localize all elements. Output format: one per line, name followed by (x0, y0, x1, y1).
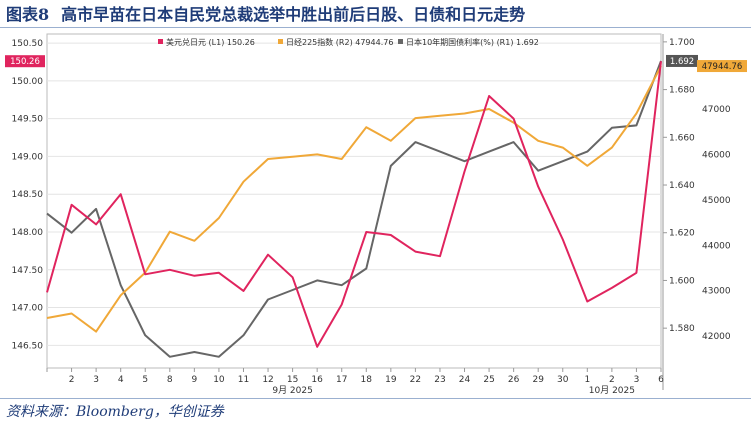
x-tick-label: 6 (658, 375, 664, 385)
right-axis: 1.580 1.600 1.620 1.640 1.660 1.680 1.700 42000… (662, 34, 731, 390)
left-tick-label: 146.50 (12, 341, 44, 351)
left-tick-label: 149.50 (12, 115, 44, 125)
legend: 美元兑日元 (L1) 150.26 日经225指数 (R2) 47944.76 日本… (158, 37, 539, 47)
x-tick-label: 22 (410, 375, 421, 385)
x-tick-label: 30 (557, 375, 569, 385)
plot-area (46, 33, 662, 369)
left-tick-label: 150.50 (12, 39, 44, 49)
r2-tick-label: 47000 (702, 105, 731, 115)
r2-tick-label: 42000 (702, 332, 731, 342)
x-tick-label: 19 (385, 375, 397, 385)
x-tick-label: 23 (434, 375, 445, 385)
title-text: 高市早苗在日本自民党总裁选举中胜出前后日股、日债和日元走势 (61, 5, 526, 24)
left-tick-label: 148.50 (12, 190, 44, 200)
x-month-label: 10月 2025 (589, 385, 635, 396)
x-tick-label: 2 (609, 375, 615, 385)
x-tick-label: 11 (238, 375, 249, 385)
source-divider (0, 398, 751, 399)
legend-label: 日本10年期国债利率(%) (R1) 1.692 (406, 37, 539, 47)
chart-plot: 146.50 147.00 147.50 148.00 148.50 149.00 149.… (5, 33, 747, 396)
x-tick-label: 12 (262, 375, 273, 385)
last-value-tag (697, 60, 747, 73)
r2-tick-label: 45000 (702, 196, 731, 206)
x-tick-label: 15 (287, 375, 298, 385)
left-tick-label: 148.00 (12, 228, 44, 238)
legend-swatch (398, 39, 403, 44)
series-line-0 (46, 61, 662, 348)
last-value-tag (5, 55, 45, 68)
x-tick-label: 2 (69, 375, 75, 385)
r2-tick-label: 44000 (702, 241, 731, 251)
x-tick-label: 16 (311, 375, 323, 385)
x-tick-label: 3 (634, 375, 640, 385)
x-tick-label: 8 (167, 375, 173, 385)
series-line-1 (46, 65, 662, 333)
last-value-text: 1.692 (670, 57, 694, 67)
x-month-label: 9月 2025 (272, 385, 313, 396)
r1-tick-label: 1.680 (669, 86, 695, 96)
left-tick-label: 150.00 (12, 77, 44, 87)
left-tick-label: 147.00 (12, 304, 44, 314)
x-axis: 2 3 4 5 8 9 10 11 12 15 16 17 18 19 22 23 24 25 26 29 30 1 2 3 6… (46, 368, 664, 396)
series-lines (46, 60, 662, 358)
x-tick-label: 3 (93, 375, 99, 385)
x-tick-label: 18 (361, 375, 373, 385)
r1-tick-label: 1.640 (669, 181, 695, 191)
x-tick-label: 26 (508, 375, 520, 385)
chart-title: 图表8 高市早苗在日本自民党总裁选举中胜出前后日股、日债和日元走势 (6, 2, 745, 27)
x-tick-label: 10 (213, 375, 225, 385)
legend-swatch (278, 39, 283, 44)
left-tick-label: 149.00 (12, 152, 44, 162)
left-axis: 146.50 147.00 147.50 148.00 148.50 149.00 149.… (12, 39, 44, 351)
legend-label: 美元兑日元 (L1) 150.26 (166, 37, 255, 47)
r2-tick-label: 43000 (702, 287, 731, 297)
x-tick-label: 17 (336, 375, 347, 385)
last-value-tag (666, 54, 698, 67)
x-tick-label: 4 (118, 375, 124, 385)
legend-label: 日经225指数 (R2) 47944.76 (286, 37, 393, 47)
last-value-tags: 150.26 1.692 47944.76 (5, 54, 747, 73)
x-tick-label: 24 (459, 375, 471, 385)
figure-number: 图表8 (6, 5, 50, 24)
r1-tick-label: 1.580 (669, 324, 695, 334)
r1-tick-label: 1.700 (669, 38, 695, 48)
x-tick-label: 1 (584, 375, 590, 385)
r1-tick-label: 1.620 (669, 229, 695, 239)
last-value-text: 150.26 (10, 57, 40, 67)
x-tick-label: 25 (483, 375, 494, 385)
legend-swatch (158, 39, 163, 44)
x-tick-label: 5 (142, 375, 148, 385)
title-divider (0, 27, 751, 28)
source-note: 资料来源：Bloomberg，华创证券 (6, 404, 224, 420)
r2-tick-label: 46000 (702, 150, 731, 160)
last-value-text: 47944.76 (702, 62, 743, 72)
x-tick-label: 29 (532, 375, 544, 385)
r1-tick-label: 1.600 (669, 276, 695, 286)
r1-tick-label: 1.660 (669, 133, 695, 143)
plot-frame (46, 33, 662, 369)
x-tick-label: 9 (191, 375, 197, 385)
left-tick-label: 147.50 (12, 266, 44, 276)
series-line-2 (46, 60, 662, 358)
